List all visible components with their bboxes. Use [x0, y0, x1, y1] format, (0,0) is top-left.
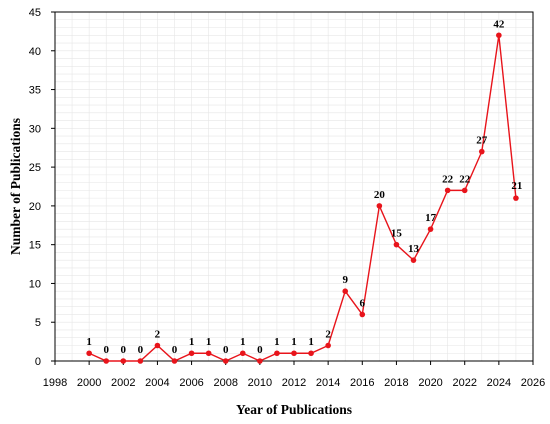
data-point	[427, 226, 434, 232]
data-points	[86, 32, 519, 364]
y-tick-label: 30	[29, 123, 41, 135]
x-axis-ticks: 1998 2000 2002 2004 2006 2008 2010 2012 2014 2016…	[43, 361, 545, 389]
data-point	[120, 358, 127, 364]
y-tick-label: 0	[35, 356, 41, 368]
series-line	[88, 35, 517, 362]
x-tick-label: 2018	[384, 377, 408, 389]
data-point	[137, 358, 144, 364]
data-label: 17	[425, 212, 437, 224]
data-label: 1	[308, 336, 314, 348]
data-label: 9	[342, 274, 348, 286]
x-tick-label: 2000	[77, 377, 101, 389]
x-tick-label: 2002	[111, 377, 135, 389]
x-tick-label: 2006	[179, 377, 203, 389]
y-tick-label: 5	[35, 317, 41, 329]
data-label: 1	[291, 336, 297, 348]
data-point	[188, 350, 195, 357]
y-axis-ticks: 0 5 10 15 20 25 30 35 40 45	[29, 7, 55, 368]
x-axis-title: Year of Publications	[236, 402, 352, 417]
data-point	[478, 148, 485, 155]
y-tick-label: 35	[29, 85, 41, 97]
data-point	[376, 203, 383, 209]
data-point	[171, 358, 178, 364]
x-tick-label: 2014	[316, 377, 340, 389]
data-label: 0	[223, 344, 229, 356]
x-tick-label: 2010	[248, 377, 272, 389]
data-label: 15	[391, 228, 403, 240]
x-tick-label: 2008	[213, 377, 237, 389]
data-label: 20	[374, 189, 386, 201]
data-point	[239, 350, 246, 357]
data-point	[205, 350, 212, 357]
x-tick-label: 1998	[43, 377, 67, 389]
data-label: 0	[121, 344, 127, 356]
data-label: 0	[257, 344, 263, 356]
y-tick-label: 10	[29, 278, 41, 290]
data-point	[496, 32, 502, 39]
x-tick-label: 2024	[487, 377, 511, 389]
data-label: 0	[103, 344, 109, 356]
data-label: 2	[325, 328, 331, 340]
x-tick-label: 2016	[350, 377, 374, 389]
data-label: 42	[493, 18, 505, 30]
data-label: 1	[274, 336, 280, 348]
y-tick-label: 40	[29, 46, 41, 58]
x-tick-label: 2022	[452, 377, 476, 389]
y-axis-title: Number of Publications	[8, 118, 23, 255]
data-point	[359, 311, 366, 318]
data-label: 2	[155, 328, 161, 340]
data-point	[444, 187, 451, 194]
data-label: 27	[476, 135, 488, 147]
data-label: 1	[240, 336, 246, 348]
data-point	[342, 288, 349, 295]
data-label: 21	[511, 180, 522, 192]
x-tick-label: 2020	[418, 377, 442, 389]
data-point	[274, 350, 280, 357]
data-point	[410, 257, 417, 263]
data-point	[461, 187, 468, 194]
data-point	[325, 342, 331, 349]
x-tick-label: 2012	[282, 377, 306, 389]
data-label: 13	[408, 243, 420, 255]
data-label: 1	[206, 336, 212, 348]
data-label: 22	[442, 173, 454, 185]
data-label: 22	[459, 173, 471, 185]
data-point	[257, 358, 263, 364]
y-tick-label: 45	[29, 7, 41, 19]
gridlines	[54, 11, 534, 362]
data-point	[103, 358, 110, 364]
x-tick-label: 2026	[521, 377, 545, 389]
data-point	[222, 358, 229, 364]
data-point	[393, 241, 400, 248]
data-label: 6	[360, 297, 366, 309]
data-label: 1	[189, 336, 195, 348]
data-point	[308, 350, 314, 357]
data-point	[154, 342, 161, 349]
y-tick-label: 25	[29, 162, 41, 174]
data-label: 0	[138, 344, 144, 356]
data-point	[86, 350, 92, 357]
data-point	[291, 350, 297, 357]
data-label: 1	[86, 336, 92, 348]
y-tick-label: 15	[29, 240, 41, 252]
data-point	[513, 195, 519, 201]
data-label: 0	[172, 344, 178, 356]
x-tick-label: 2004	[145, 377, 169, 389]
y-tick-label: 20	[29, 201, 41, 213]
